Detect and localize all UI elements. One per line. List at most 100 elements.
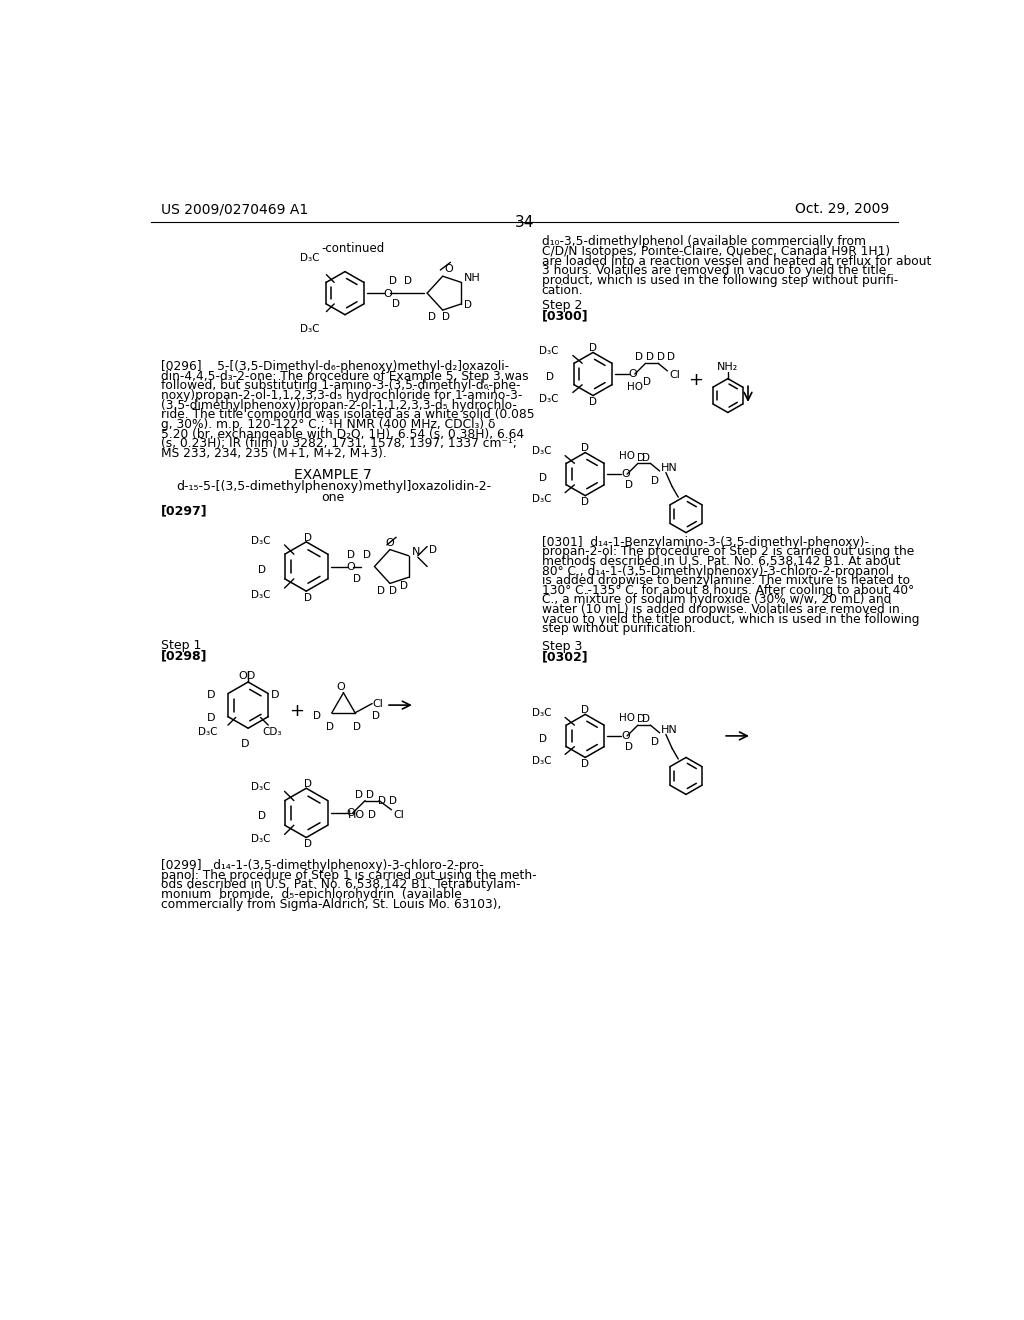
Text: D: D xyxy=(304,840,311,849)
Text: ride. The title compound was isolated as a white solid (0.085: ride. The title compound was isolated as… xyxy=(161,408,535,421)
Text: Oct. 29, 2009: Oct. 29, 2009 xyxy=(795,202,889,216)
Text: HO: HO xyxy=(627,381,643,392)
Text: D: D xyxy=(400,581,408,591)
Text: NH: NH xyxy=(464,273,481,282)
Text: D: D xyxy=(637,714,645,725)
Text: (s, 0.23H); IR (film) υ 3282, 1731, 1578, 1397, 1337 cm⁻¹;: (s, 0.23H); IR (film) υ 3282, 1731, 1578… xyxy=(161,437,516,450)
Text: O: O xyxy=(346,808,355,818)
Text: D₃C: D₃C xyxy=(540,346,559,356)
Text: O: O xyxy=(386,539,394,548)
Text: D: D xyxy=(378,796,386,807)
Text: D: D xyxy=(667,352,675,363)
Text: D: D xyxy=(636,352,643,363)
Text: D: D xyxy=(352,722,360,733)
Text: Step 1: Step 1 xyxy=(161,639,201,652)
Text: US 2009/0270469 A1: US 2009/0270469 A1 xyxy=(161,202,308,216)
Text: Cl: Cl xyxy=(669,370,680,380)
Text: D: D xyxy=(392,300,400,309)
Text: D: D xyxy=(377,586,385,595)
Text: D: D xyxy=(362,549,371,560)
Text: Cl: Cl xyxy=(393,810,403,820)
Text: D: D xyxy=(589,397,597,407)
Text: [0300]: [0300] xyxy=(542,309,589,322)
Text: D: D xyxy=(625,742,633,752)
Text: D: D xyxy=(546,372,554,383)
Text: D: D xyxy=(366,789,374,800)
Text: monium  bromide,  d₅-epichlorohydrin  (available: monium bromide, d₅-epichlorohydrin (avai… xyxy=(161,888,461,902)
Text: HO: HO xyxy=(620,713,635,723)
Text: HO: HO xyxy=(348,810,366,820)
Text: [0296]    5-[(3,5-Dimethyl-d₆-phenoxy)methyl-d₂]oxazoli-: [0296] 5-[(3,5-Dimethyl-d₆-phenoxy)methy… xyxy=(161,360,509,374)
Text: 5.20 (br, exchangeable with D₂O, 1H), 6.54 (s, 0.38H), 6.64: 5.20 (br, exchangeable with D₂O, 1H), 6.… xyxy=(161,428,523,441)
Text: step without purification.: step without purification. xyxy=(542,622,695,635)
Text: -continued: -continued xyxy=(322,242,385,255)
Text: D: D xyxy=(657,352,666,363)
Text: NH₂: NH₂ xyxy=(717,362,738,372)
Text: D: D xyxy=(313,711,321,721)
Text: D: D xyxy=(372,711,380,721)
Text: commercially from Sigma-Aldrich, St. Louis Mo. 63103),: commercially from Sigma-Aldrich, St. Lou… xyxy=(161,898,501,911)
Text: O: O xyxy=(621,470,630,479)
Text: Cl: Cl xyxy=(372,698,383,709)
Text: D: D xyxy=(389,276,397,286)
Text: D: D xyxy=(353,574,361,585)
Text: D: D xyxy=(625,480,633,490)
Text: one: one xyxy=(322,491,345,504)
Text: Step 3: Step 3 xyxy=(542,640,583,652)
Text: D: D xyxy=(347,549,355,560)
Text: D: D xyxy=(582,498,589,507)
Text: D: D xyxy=(464,300,472,310)
Text: D₃C: D₃C xyxy=(300,253,319,263)
Text: propan-2-ol: The procedure of Step 2 is carried out using the: propan-2-ol: The procedure of Step 2 is … xyxy=(542,545,914,558)
Text: D: D xyxy=(355,789,362,800)
Text: HN: HN xyxy=(662,463,678,474)
Text: D: D xyxy=(258,565,266,576)
Text: C/D/N Isotopes, Pointe-Claire, Quebec, Canada H9R 1H1): C/D/N Isotopes, Pointe-Claire, Quebec, C… xyxy=(542,246,890,257)
Text: [0299]   d₁₄-1-(3,5-dimethylphenoxy)-3-chloro-2-pro-: [0299] d₁₄-1-(3,5-dimethylphenoxy)-3-chl… xyxy=(161,859,483,873)
Text: D: D xyxy=(441,313,450,322)
Text: D: D xyxy=(642,714,649,725)
Text: D₃C: D₃C xyxy=(198,726,217,737)
Text: O: O xyxy=(384,289,392,298)
Text: D: D xyxy=(271,689,280,700)
Text: O: O xyxy=(621,731,630,742)
Text: D: D xyxy=(589,343,597,354)
Text: D: D xyxy=(651,475,659,486)
Text: HO: HO xyxy=(620,451,635,461)
Text: din-4,4,5-d₃-2-one: The procedure of Example 5, Step 3 was: din-4,4,5-d₃-2-one: The procedure of Exa… xyxy=(161,370,528,383)
Text: N: N xyxy=(412,546,420,557)
Text: D: D xyxy=(642,453,649,462)
Text: D: D xyxy=(403,276,412,286)
Text: 80° C., d₁₄-1-(3,5-Dimethylphenoxy)-3-chloro-2-propanol: 80° C., d₁₄-1-(3,5-Dimethylphenoxy)-3-ch… xyxy=(542,565,889,578)
Text: D: D xyxy=(428,313,436,322)
Text: D: D xyxy=(258,812,266,821)
Text: noxy)propan-2-ol-1,1,2,3,3-d₅ hydrochloride for 1-amino-3-: noxy)propan-2-ol-1,1,2,3,3-d₅ hydrochlor… xyxy=(161,389,522,403)
Text: D₃C: D₃C xyxy=(300,323,319,334)
Text: D: D xyxy=(207,713,216,723)
Text: 34: 34 xyxy=(515,215,535,230)
Text: D: D xyxy=(637,453,645,462)
Text: D₃C: D₃C xyxy=(540,395,559,404)
Text: D₃C: D₃C xyxy=(251,590,270,599)
Text: d-₁₅-5-[(3,5-dimethylphenoxy)methyl]oxazolidin-2-: d-₁₅-5-[(3,5-dimethylphenoxy)methyl]oxaz… xyxy=(176,480,490,494)
Text: D: D xyxy=(241,739,249,748)
Text: D: D xyxy=(646,352,654,363)
Text: D₃C: D₃C xyxy=(531,708,551,718)
Text: D: D xyxy=(582,759,589,770)
Text: [0302]: [0302] xyxy=(542,651,589,664)
Text: D: D xyxy=(327,722,334,733)
Text: D: D xyxy=(582,444,589,453)
Text: D₃C: D₃C xyxy=(531,756,551,766)
Text: D: D xyxy=(651,738,659,747)
Text: ods described in U.S. Pat. No. 6,538,142 B1. Tetrabutylam-: ods described in U.S. Pat. No. 6,538,142… xyxy=(161,878,520,891)
Text: 130° C.-135° C. for about 8 hours. After cooling to about 40°: 130° C.-135° C. for about 8 hours. After… xyxy=(542,583,914,597)
Text: D: D xyxy=(207,689,216,700)
Text: D: D xyxy=(304,593,311,603)
Text: D: D xyxy=(539,734,547,744)
Text: [0297]: [0297] xyxy=(161,506,207,517)
Text: CD₃: CD₃ xyxy=(262,726,282,737)
Text: D₃C: D₃C xyxy=(251,536,270,545)
Text: O: O xyxy=(336,682,345,692)
Text: cation.: cation. xyxy=(542,284,584,297)
Text: +: + xyxy=(688,371,702,389)
